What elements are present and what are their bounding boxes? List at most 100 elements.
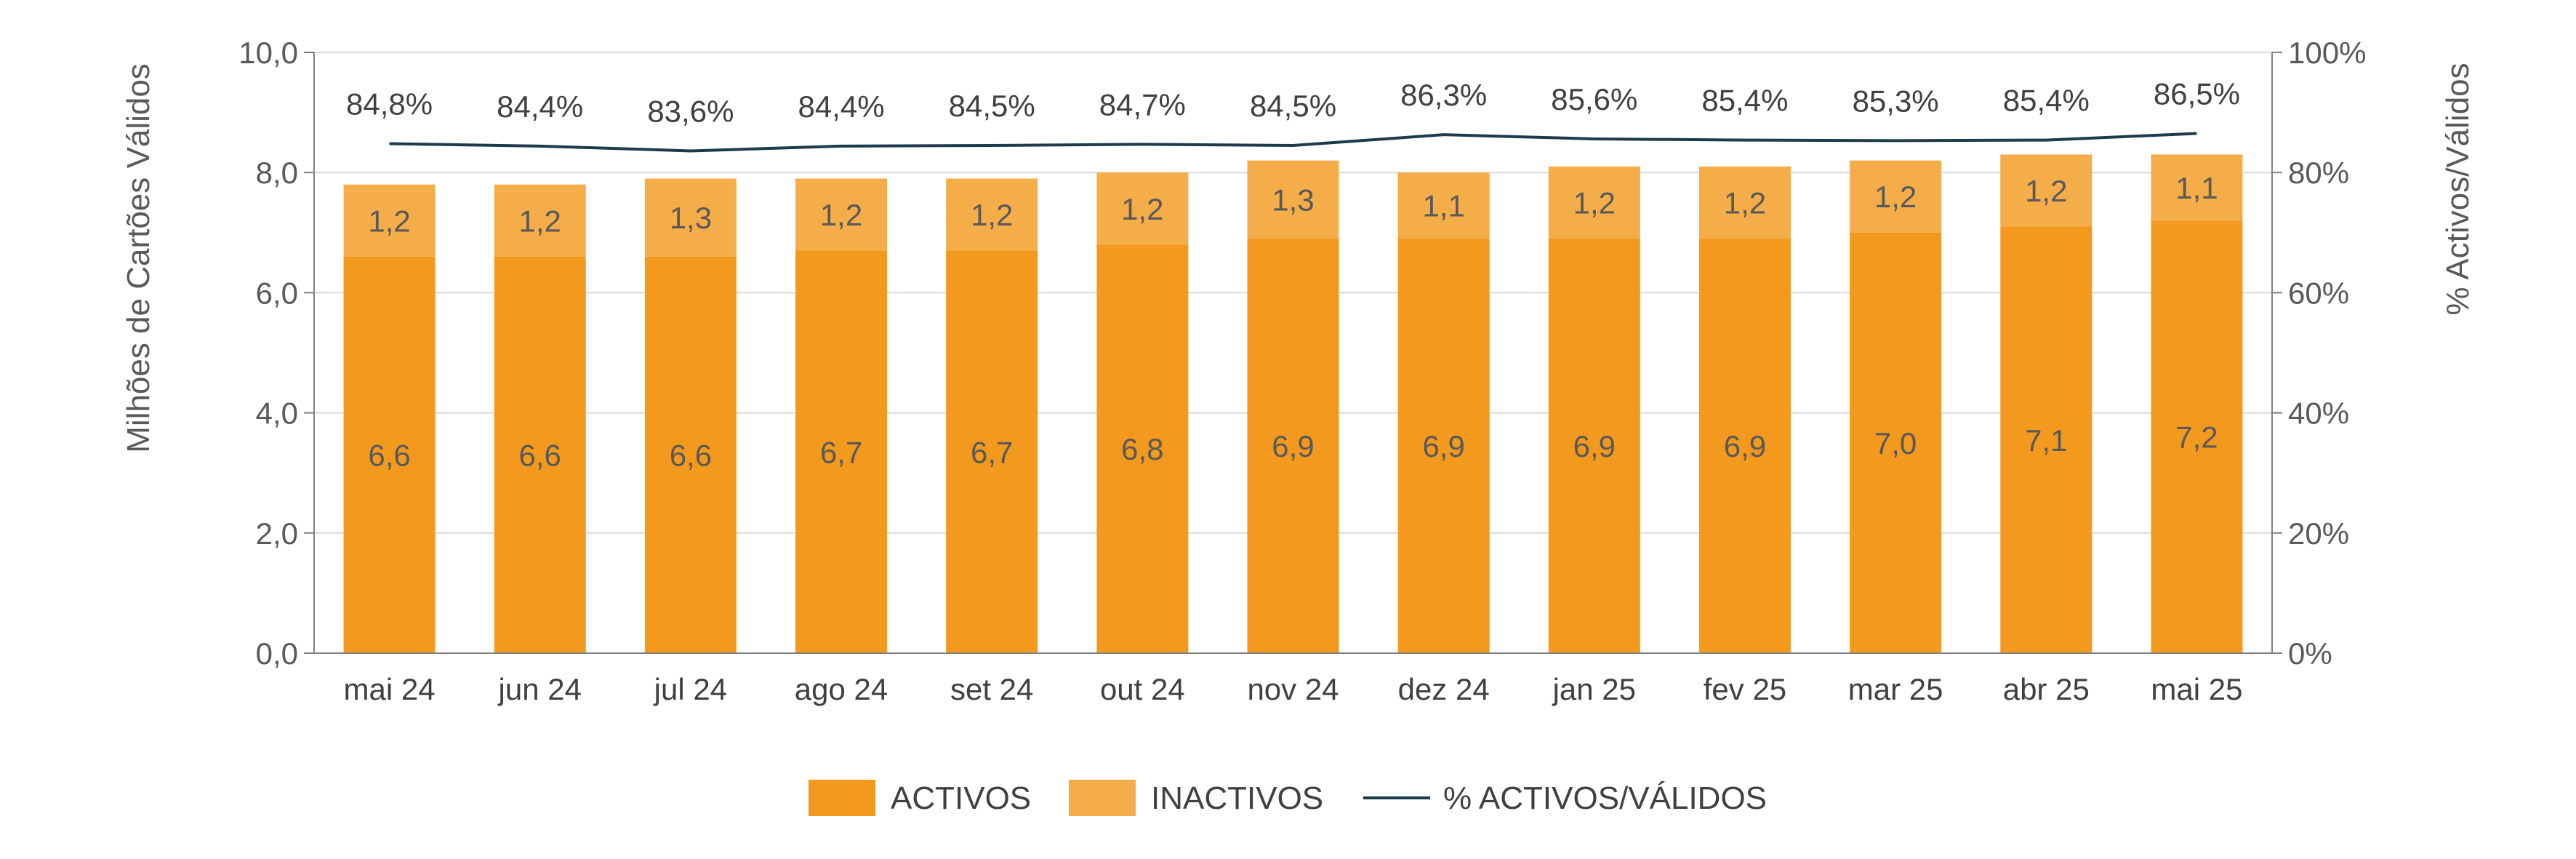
y2-tick-label: 100% xyxy=(2288,36,2366,70)
bar-activos xyxy=(1096,244,1189,653)
data-label-pct: 85,4% xyxy=(2003,84,2090,118)
x-tick-label: jun 24 xyxy=(497,672,582,706)
bar-activos xyxy=(1397,239,1490,653)
data-label-inactivos: 1,2 xyxy=(820,198,862,232)
data-label-activos: 7,1 xyxy=(2025,423,2067,458)
data-label-inactivos: 1,1 xyxy=(2175,171,2218,205)
x-tick-label: ago 24 xyxy=(795,672,888,706)
data-label-activos: 6,9 xyxy=(1422,429,1464,463)
x-tick-label: set 24 xyxy=(950,672,1033,706)
legend-label-inactivos: INACTIVOS xyxy=(1151,780,1323,816)
bar-inactivos xyxy=(1397,172,1490,239)
data-label-inactivos: 1,2 xyxy=(971,198,1013,232)
bar-activos xyxy=(2000,226,2093,653)
data-label-inactivos: 1,2 xyxy=(2025,174,2067,208)
y-tick-label: 0,0 xyxy=(256,636,298,671)
bar-activos xyxy=(1850,232,1942,653)
data-label-inactivos: 1,2 xyxy=(1874,180,1917,214)
data-label-activos: 6,9 xyxy=(1573,429,1616,463)
y2-tick-label: 20% xyxy=(2288,516,2349,551)
data-label-pct: 85,6% xyxy=(1551,82,1637,116)
bar-inactivos xyxy=(1548,166,1640,239)
line-pct-activos-validos xyxy=(389,132,2197,153)
y-tick-label: 6,0 xyxy=(256,276,298,310)
data-label-pct: 84,4% xyxy=(497,89,583,124)
bar-activos xyxy=(1548,239,1640,653)
bar-activos xyxy=(1698,239,1791,653)
data-label-inactivos: 1,3 xyxy=(670,201,712,235)
x-tick-label: abr 25 xyxy=(2003,672,2090,706)
bar-activos xyxy=(1247,239,1339,653)
bar-activos xyxy=(795,250,888,654)
data-label-activos: 7,2 xyxy=(2175,420,2218,455)
y2-tick-label: 60% xyxy=(2288,276,2349,310)
data-label-inactivos: 1,3 xyxy=(1272,183,1314,217)
bars xyxy=(343,154,2243,654)
data-label-pct: 84,7% xyxy=(1099,87,1186,121)
legend-swatch-inactivos xyxy=(1069,780,1136,816)
y-tick-label: 4,0 xyxy=(256,396,298,431)
data-label-activos: 6,7 xyxy=(820,435,862,469)
data-label-inactivos: 1,1 xyxy=(1422,189,1464,223)
data-label-pct: 86,3% xyxy=(1400,78,1487,112)
legend-swatch-activos xyxy=(808,780,875,816)
data-label-activos: 6,7 xyxy=(971,435,1013,469)
bar-inactivos xyxy=(2000,154,2093,227)
x-tick-label: jan 25 xyxy=(1552,672,1636,706)
x-tick-label: nov 24 xyxy=(1247,672,1339,706)
legend-label-pct: % ACTIVOS/VÁLIDOS xyxy=(1443,780,1767,816)
data-label-pct: 86,5% xyxy=(2154,77,2240,111)
data-label-inactivos: 1,2 xyxy=(1121,192,1163,226)
x-tick-label: mar 25 xyxy=(1848,672,1943,706)
bar-activos xyxy=(2151,220,2243,653)
legend: ACTIVOS INACTIVOS % ACTIVOS/VÁLIDOS xyxy=(808,780,1767,816)
x-tick-label: out 24 xyxy=(1100,672,1185,706)
y-tick-label: 2,0 xyxy=(256,516,298,551)
bar-inactivos xyxy=(2151,154,2243,221)
data-label-pct: 85,3% xyxy=(1853,84,1939,118)
bar-inactivos xyxy=(1096,172,1189,245)
data-labels: 6,6 1,2 6,6 1,2 6,6 1,3 6,7 1,2 6,7 1,2 6,8 1,2 6,9 1… xyxy=(346,77,2240,473)
data-label-activos: 6,9 xyxy=(1272,429,1314,463)
y2-axis-title: % Activos/Válidos xyxy=(2440,63,2476,315)
data-label-inactivos: 1,2 xyxy=(1724,186,1766,220)
y2-tick-label: 0% xyxy=(2288,636,2332,671)
data-label-pct: 83,6% xyxy=(647,94,734,128)
x-tick-label: fev 25 xyxy=(1704,672,1786,706)
y2-tick-label: 80% xyxy=(2288,156,2349,190)
bar-activos xyxy=(343,256,436,654)
bar-inactivos xyxy=(1850,160,1942,233)
x-tick-label: mai 25 xyxy=(2151,672,2242,706)
bar-activos xyxy=(644,256,737,654)
x-tick-label: dez 24 xyxy=(1398,672,1490,706)
data-label-activos: 6,6 xyxy=(519,438,561,472)
data-label-pct: 84,5% xyxy=(949,89,1035,123)
x-tick-label: mai 24 xyxy=(344,672,436,706)
bar-inactivos xyxy=(946,178,1038,251)
bar-activos xyxy=(494,256,586,654)
bar-inactivos xyxy=(494,184,586,257)
data-label-activos: 6,8 xyxy=(1121,432,1163,466)
data-label-activos: 6,6 xyxy=(368,438,410,472)
bar-activos xyxy=(946,250,1038,654)
data-label-inactivos: 1,2 xyxy=(519,204,561,238)
bar-inactivos xyxy=(343,184,436,257)
y2-tick-label: 40% xyxy=(2288,396,2349,431)
x-tick-label: jul 24 xyxy=(653,672,727,706)
data-label-inactivos: 1,2 xyxy=(1573,186,1616,220)
data-label-pct: 84,4% xyxy=(798,89,884,124)
y-axis-title: Milhões de Cartões Válidos xyxy=(121,63,156,453)
legend-label-activos: ACTIVOS xyxy=(891,780,1031,816)
bar-inactivos xyxy=(644,178,737,257)
data-label-inactivos: 1,2 xyxy=(368,204,410,238)
bar-inactivos xyxy=(795,178,888,251)
bar-inactivos xyxy=(1247,160,1339,239)
data-label-activos: 7,0 xyxy=(1874,426,1917,460)
data-label-pct: 84,5% xyxy=(1250,89,1336,123)
data-label-pct: 84,8% xyxy=(346,87,433,121)
line-series xyxy=(389,132,2197,153)
data-label-pct: 85,4% xyxy=(1701,84,1788,118)
bar-inactivos xyxy=(1698,166,1791,239)
data-label-activos: 6,9 xyxy=(1724,429,1766,463)
